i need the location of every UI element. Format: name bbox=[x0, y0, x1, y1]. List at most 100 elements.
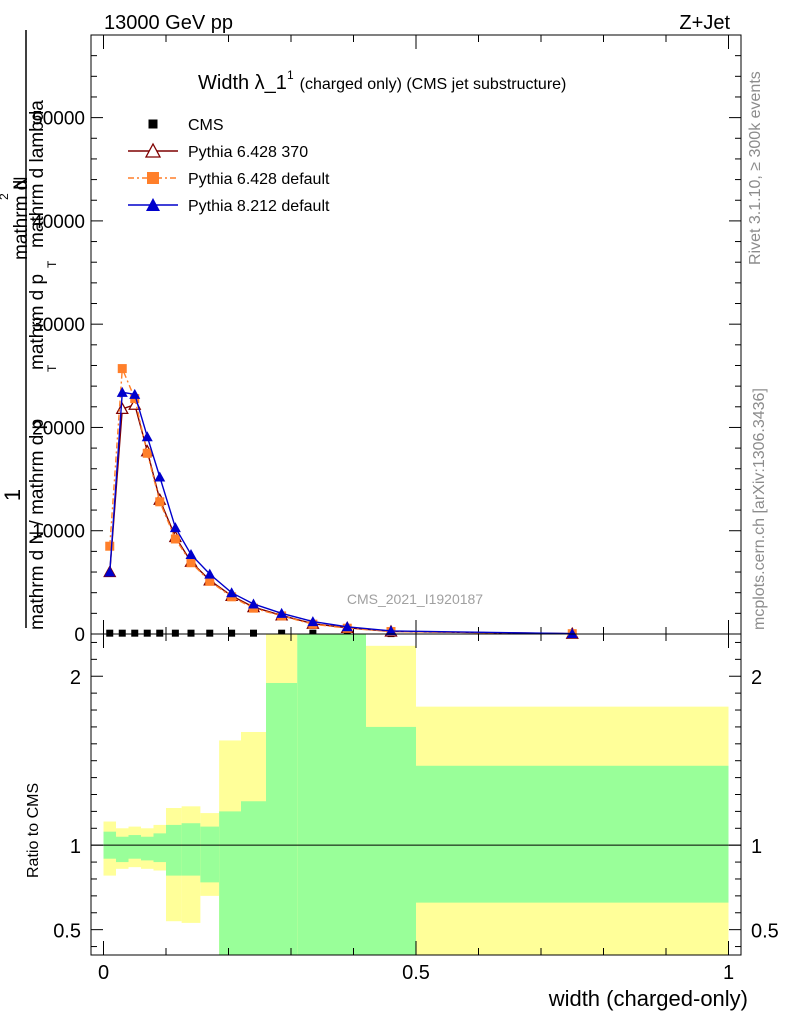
ratio-band-green bbox=[141, 836, 154, 861]
ratio-y-tick-label-right: 2 bbox=[751, 667, 762, 689]
ratio-band-green bbox=[200, 826, 220, 883]
data-point bbox=[141, 431, 153, 442]
ylabel-line-2: mathrm d bbox=[11, 180, 32, 260]
data-point bbox=[248, 598, 259, 609]
y-tick-label: 30000 bbox=[32, 315, 85, 336]
ratio-band-green bbox=[366, 726, 416, 955]
ratio-y-tick-label-right: 0.5 bbox=[751, 921, 779, 943]
ratio-band-green bbox=[416, 765, 729, 903]
data-point bbox=[142, 448, 152, 458]
data-point bbox=[131, 629, 139, 637]
ylabel-line-0: 1 bbox=[0, 489, 25, 501]
data-point bbox=[343, 629, 351, 637]
legend-marker bbox=[147, 172, 159, 184]
data-point bbox=[250, 629, 257, 637]
data-point bbox=[171, 629, 179, 637]
ratio-band-green bbox=[241, 801, 266, 955]
plot-title-main: Width λ_1 bbox=[198, 72, 287, 94]
plot-title-superscript: 1 bbox=[287, 68, 294, 82]
data-point bbox=[185, 548, 197, 559]
data-point bbox=[309, 629, 317, 637]
x-axis-label: width (charged-only) bbox=[548, 986, 748, 1011]
legend-marker bbox=[144, 142, 162, 158]
ratio-bands bbox=[103, 634, 729, 955]
data-point bbox=[341, 621, 353, 632]
legend-label: Pythia 6.428 370 bbox=[188, 144, 308, 161]
data-point bbox=[385, 625, 397, 636]
legend-label: Pythia 6.428 default bbox=[188, 171, 330, 188]
x-tick-label: 0 bbox=[98, 962, 109, 984]
ylabel-line-4: mathrm d p bbox=[27, 274, 48, 370]
ylabel-line-3: N bbox=[11, 176, 32, 190]
ratio-band-green bbox=[297, 634, 329, 955]
y-tick-label: 40000 bbox=[32, 212, 85, 233]
ratio-band-green bbox=[153, 833, 166, 863]
data-point bbox=[205, 576, 215, 586]
y-tick-label: 20000 bbox=[32, 418, 85, 439]
ratio-band-green bbox=[181, 823, 201, 876]
rivet-label: Rivet 3.1.10, ≥ 300k events bbox=[747, 71, 764, 265]
data-point bbox=[206, 629, 214, 637]
y-tick-label: 10000 bbox=[32, 522, 85, 543]
data-point bbox=[169, 522, 181, 533]
ratio-band-green bbox=[219, 811, 241, 955]
ratio-band-green bbox=[166, 824, 182, 876]
ratio-band-green bbox=[266, 682, 298, 955]
data-point bbox=[566, 628, 578, 639]
x-tick-label: 0.5 bbox=[402, 962, 430, 984]
x-tick-label: 1 bbox=[723, 962, 734, 984]
plot-title-rest: (charged only) (CMS jet substructure) bbox=[300, 76, 567, 93]
data-point bbox=[106, 629, 114, 637]
watermark: CMS_2021_I1920187 bbox=[347, 591, 483, 607]
ratio-y-tick-label: 1 bbox=[70, 836, 81, 858]
data-point bbox=[129, 388, 141, 399]
ratio-y-tick-label-right: 1 bbox=[751, 836, 762, 858]
data-point bbox=[276, 607, 288, 618]
y-tick-label: 50000 bbox=[32, 109, 85, 130]
series-3 bbox=[104, 386, 578, 639]
ratio-band-green bbox=[328, 634, 366, 955]
data-point bbox=[278, 629, 286, 637]
legend: CMS Pythia 6.428 370 Pythia 6.428 default P… bbox=[128, 117, 330, 215]
mcplots-label: mcplots.cern.ch [arXiv:1306.3436] bbox=[751, 388, 768, 630]
ylabel-line-5: mathrm d lambda bbox=[27, 100, 48, 248]
legend-label: Pythia 8.212 default bbox=[188, 198, 330, 215]
legend-marker bbox=[148, 119, 158, 129]
plot-title: Width λ_11 (charged only) (CMS jet substr… bbox=[198, 68, 566, 94]
data-point bbox=[228, 629, 236, 637]
ratio-axes: 0.5 0.5 1 1 2 2 0 0.5 1 bbox=[53, 634, 779, 984]
ratio-y-tick-label: 0.5 bbox=[53, 921, 81, 943]
legend-label: CMS bbox=[188, 117, 224, 134]
ylabel-subscript-1: T bbox=[45, 260, 59, 268]
ratio-band-green bbox=[116, 836, 129, 863]
data-point bbox=[170, 534, 180, 544]
data-point bbox=[307, 616, 319, 627]
ratio-band-green bbox=[128, 835, 141, 859]
ylabel-line-1: mathrm d N / mathrm d p bbox=[27, 419, 48, 630]
ylabel-superscript: 2 bbox=[0, 193, 11, 200]
main-y-axis: 0 10000 20000 30000 40000 50000 bbox=[32, 35, 741, 646]
header-right: Z+Jet bbox=[679, 12, 730, 34]
data-point bbox=[105, 541, 115, 551]
data-point bbox=[143, 629, 151, 637]
data-point bbox=[118, 629, 126, 637]
data-point bbox=[186, 558, 196, 568]
data-point bbox=[104, 566, 116, 577]
data-point bbox=[117, 364, 127, 374]
data-point bbox=[154, 471, 166, 482]
data-point bbox=[187, 629, 195, 637]
ylabel-subscript-2: T bbox=[45, 364, 59, 372]
main-y-label: 1 mathrm d N / mathrm d p mathrm d 2 N m… bbox=[0, 30, 59, 630]
data-point bbox=[116, 386, 128, 397]
data-point bbox=[156, 629, 164, 637]
ratio-y-tick-label: 2 bbox=[70, 667, 81, 689]
header-left: 13000 GeV pp bbox=[104, 12, 233, 34]
ratio-panel: 0.5 0.5 1 1 2 2 0 0.5 1 Ratio to CMS width (char… bbox=[25, 633, 779, 1011]
data-point bbox=[155, 497, 165, 507]
legend-marker bbox=[146, 198, 160, 211]
data-point bbox=[226, 587, 238, 598]
y-tick-label: 0 bbox=[74, 625, 85, 646]
ratio-y-label: Ratio to CMS bbox=[25, 783, 42, 878]
data-point bbox=[204, 568, 216, 579]
